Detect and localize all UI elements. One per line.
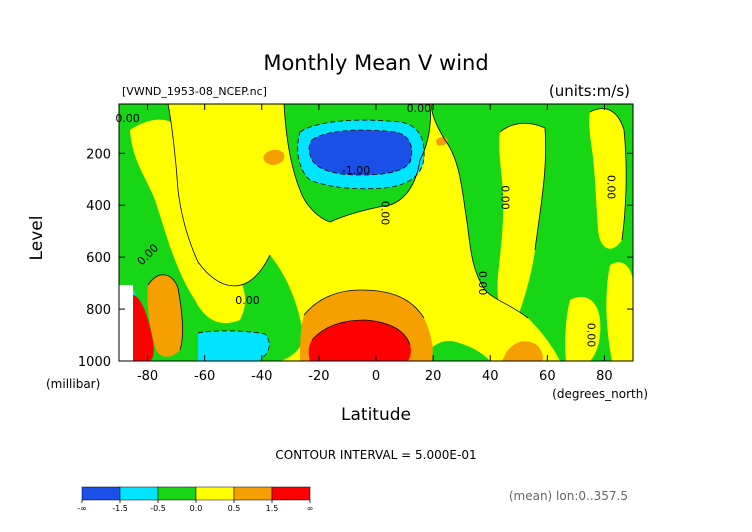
contour-label: 0.00 [115,112,140,125]
yellow-island-west [130,119,246,324]
y-tick-label: 400 [86,199,111,214]
colorbar-swatch [119,486,159,501]
colorbar: -∞ -1.5 -0.5 0.0 0.5 1.5 ∞ [77,486,314,513]
colorbar-swatch [233,486,273,501]
yellow-island-northeast [589,108,627,249]
orange-region-southeast [502,341,543,361]
red-region-south-central [308,320,411,361]
contour-label: 0.00 [235,294,260,307]
yellow-island-southeast [565,296,601,361]
colorbar-swatch [157,486,197,501]
y-axis-title: Level [27,216,47,261]
x-tick-label: 80 [596,369,613,384]
contour-label: 0.00 [499,185,512,210]
contour-label: 0.00 [407,102,432,115]
x-tick-label: -40 [251,369,272,384]
cyan-region-lower [198,330,270,361]
x-tick-label: 60 [539,369,556,384]
colorbar-label: -0.5 [150,504,166,513]
orange-blob-east [436,137,448,146]
x-tick-label: -60 [194,369,215,384]
y-tick-label: 1000 [78,355,111,370]
x-axis: -80 -60 -40 -20 0 20 40 60 80 [137,104,613,384]
footer-note: (mean) lon:0..357.5 [509,489,628,503]
file-label: [VWND_1953-08_NCEP.nc] [122,85,267,98]
missing-data-patch [119,285,133,361]
x-tick-label: 20 [425,369,442,384]
x-tick-label: -80 [137,369,158,384]
colorbar-label: 1.5 [266,504,279,513]
orange-blob-upper [263,149,285,165]
chart-title: Monthly Mean V wind [263,51,488,75]
x-tick-label: -20 [308,369,329,384]
y-axis: 200 400 600 800 1000 [78,147,633,370]
colorbar-label: ∞ [307,504,314,513]
y-tick-label: 800 [86,303,111,318]
yellow-island-far-east [606,262,633,361]
yellow-island-east [497,123,546,325]
colorbar-swatch [81,486,121,501]
y-tick-label: 200 [86,147,111,162]
units-label: (units:m/s) [549,82,630,100]
contour-interval-label: CONTOUR INTERVAL = 5.000E-01 [275,448,476,462]
contour-label: 0.00 [584,323,597,348]
negative-contour-lines [197,119,425,359]
contour-label: 0.00 [604,175,617,200]
contour-label: 0.00 [476,271,489,296]
blue-core [309,130,412,175]
x-axis-title: Latitude [341,405,411,425]
colorbar-label: 0.5 [228,504,241,513]
orange-region-west [147,274,183,357]
y-tick-label: 600 [86,251,111,266]
x-tick-label: 40 [482,369,499,384]
colorbar-label: -1.5 [112,504,128,513]
colorbar-label: 0.0 [190,504,203,513]
y-axis-unit: (millibar) [46,377,100,391]
contour-field [119,104,633,361]
green-region-south [420,340,490,361]
colorbar-label: -∞ [77,504,87,513]
colorbar-swatch [271,486,311,501]
x-axis-unit: (degrees_north) [552,387,648,401]
x-tick-label: 0 [372,369,380,384]
colorbar-swatch [195,486,235,501]
contour-lines [147,104,627,351]
red-region-west [133,295,154,361]
contour-label: 0.00 [379,201,392,226]
contour-label: -1.00 [342,164,370,177]
